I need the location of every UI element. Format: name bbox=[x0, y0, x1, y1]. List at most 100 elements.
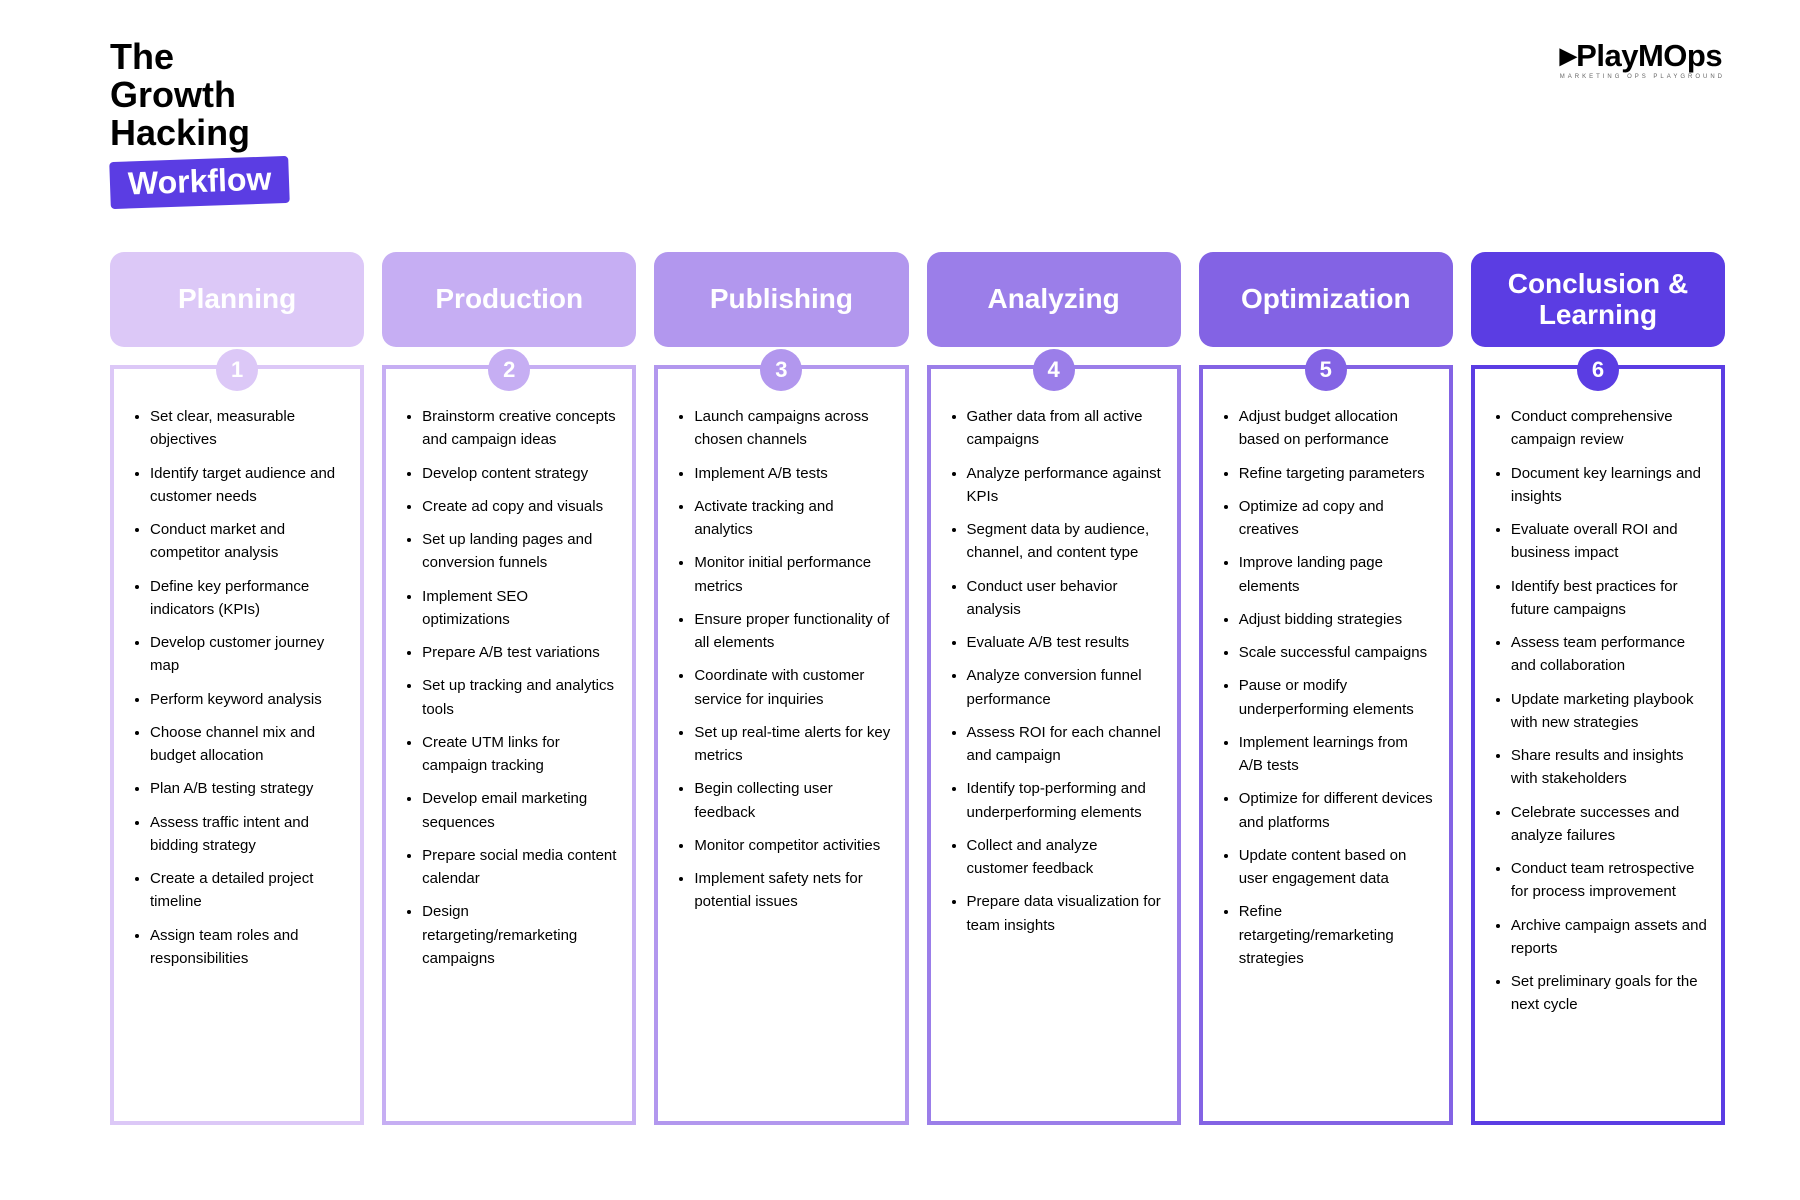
logo-text: PlayMOps bbox=[1576, 38, 1722, 73]
stage-card: Brainstorm creative concepts and campaig… bbox=[382, 369, 636, 1125]
stage-list-item: Assess traffic intent and bidding strate… bbox=[150, 811, 346, 858]
stage-list-item: Assess team performance and collaboratio… bbox=[1511, 631, 1707, 678]
stage-list-item: Update marketing playbook with new strat… bbox=[1511, 688, 1707, 735]
title-line-3: Hacking bbox=[110, 114, 289, 152]
workflow-columns: Planning1 Set clear, measurable objective… bbox=[110, 252, 1725, 1125]
stage-list-item: Plan A/B testing strategy bbox=[150, 777, 346, 800]
stage-list: Adjust budget allocation based on perfor… bbox=[1217, 405, 1435, 970]
stage-list-item: Develop email marketing sequences bbox=[422, 787, 618, 834]
stage-list-item: Celebrate successes and analyze failures bbox=[1511, 801, 1707, 848]
stage-list-item: Set up real-time alerts for key metrics bbox=[694, 721, 890, 768]
stage-list-item: Update content based on user engagement … bbox=[1239, 844, 1435, 891]
stage-list: Gather data from all active campaigns Ana… bbox=[945, 405, 1163, 937]
stage-list-item: Choose channel mix and budget allocation bbox=[150, 721, 346, 768]
logo-subtitle: MARKETING OPS PLAYGROUND bbox=[1560, 74, 1725, 80]
stage-list-item: Set clear, measurable objectives bbox=[150, 405, 346, 452]
stage-card: Conduct comprehensive campaign review Doc… bbox=[1471, 369, 1725, 1125]
stage-list-item: Document key learnings and insights bbox=[1511, 462, 1707, 509]
stage-card: Gather data from all active campaigns Ana… bbox=[927, 369, 1181, 1125]
stage-list-item: Prepare social media content calendar bbox=[422, 844, 618, 891]
stage-list-item: Improve landing page elements bbox=[1239, 551, 1435, 598]
stage-list-item: Brainstorm creative concepts and campaig… bbox=[422, 405, 618, 452]
stage-number-badge: 3 bbox=[760, 349, 802, 391]
workflow-column-1: Planning1 Set clear, measurable objective… bbox=[110, 252, 364, 1125]
stage-card: Set clear, measurable objectives Identify… bbox=[110, 369, 364, 1125]
stage-list-item: Implement A/B tests bbox=[694, 462, 890, 485]
brand-logo: ▶PlayMOps MARKETING OPS PLAYGROUND bbox=[1560, 38, 1725, 80]
stage-number-badge: 2 bbox=[488, 349, 530, 391]
play-icon: ▶ bbox=[1560, 43, 1576, 69]
page-title: The Growth Hacking Workflow bbox=[110, 38, 289, 206]
stage-list-item: Optimize for different devices and platf… bbox=[1239, 787, 1435, 834]
stage-list-item: Conduct market and competitor analysis bbox=[150, 518, 346, 565]
stage-list-item: Gather data from all active campaigns bbox=[967, 405, 1163, 452]
title-line-1: The bbox=[110, 38, 289, 76]
stage-tab: Production bbox=[382, 252, 636, 347]
stage-list-item: Archive campaign assets and reports bbox=[1511, 914, 1707, 961]
stage-list-item: Set preliminary goals for the next cycle bbox=[1511, 970, 1707, 1017]
stage-list-item: Analyze conversion funnel performance bbox=[967, 664, 1163, 711]
stage-list-item: Conduct comprehensive campaign review bbox=[1511, 405, 1707, 452]
stage-list-item: Assign team roles and responsibilities bbox=[150, 924, 346, 971]
stage-tab: Publishing bbox=[654, 252, 908, 347]
stage-list-item: Scale successful campaigns bbox=[1239, 641, 1435, 664]
workflow-column-4: Analyzing4 Gather data from all active ca… bbox=[927, 252, 1181, 1125]
stage-list-item: Develop customer journey map bbox=[150, 631, 346, 678]
stage-list-item: Refine retargeting/remarketing strategie… bbox=[1239, 900, 1435, 970]
stage-tab: Optimization bbox=[1199, 252, 1453, 347]
stage-list: Brainstorm creative concepts and campaig… bbox=[400, 405, 618, 970]
stage-list-item: Ensure proper functionality of all eleme… bbox=[694, 608, 890, 655]
stage-number-badge: 1 bbox=[216, 349, 258, 391]
stage-tab: Planning bbox=[110, 252, 364, 347]
stage-list: Set clear, measurable objectives Identify… bbox=[128, 405, 346, 970]
stage-list-item: Evaluate A/B test results bbox=[967, 631, 1163, 654]
stage-list-item: Begin collecting user feedback bbox=[694, 777, 890, 824]
stage-number-badge: 5 bbox=[1305, 349, 1347, 391]
stage-list-item: Identify target audience and customer ne… bbox=[150, 462, 346, 509]
stage-list-item: Share results and insights with stakehol… bbox=[1511, 744, 1707, 791]
stage-list-item: Monitor competitor activities bbox=[694, 834, 890, 857]
workflow-column-6: Conclusion & Learning6 Conduct comprehens… bbox=[1471, 252, 1725, 1125]
title-badge: Workflow bbox=[109, 156, 290, 209]
title-line-2: Growth bbox=[110, 76, 289, 114]
stage-list-item: Set up landing pages and conversion funn… bbox=[422, 528, 618, 575]
stage-list-item: Evaluate overall ROI and business impact bbox=[1511, 518, 1707, 565]
stage-list-item: Launch campaigns across chosen channels bbox=[694, 405, 890, 452]
stage-list-item: Perform keyword analysis bbox=[150, 688, 346, 711]
stage-number-badge: 4 bbox=[1033, 349, 1075, 391]
stage-list-item: Implement learnings from A/B tests bbox=[1239, 731, 1435, 778]
stage-list-item: Adjust bidding strategies bbox=[1239, 608, 1435, 631]
stage-list-item: Assess ROI for each channel and campaign bbox=[967, 721, 1163, 768]
stage-list-item: Implement safety nets for potential issu… bbox=[694, 867, 890, 914]
stage-list-item: Adjust budget allocation based on perfor… bbox=[1239, 405, 1435, 452]
stage-list-item: Prepare A/B test variations bbox=[422, 641, 618, 664]
stage-list-item: Set up tracking and analytics tools bbox=[422, 674, 618, 721]
stage-list-item: Conduct team retrospective for process i… bbox=[1511, 857, 1707, 904]
stage-list-item: Design retargeting/remarketing campaigns bbox=[422, 900, 618, 970]
stage-list-item: Segment data by audience, channel, and c… bbox=[967, 518, 1163, 565]
stage-list-item: Coordinate with customer service for inq… bbox=[694, 664, 890, 711]
stage-list-item: Optimize ad copy and creatives bbox=[1239, 495, 1435, 542]
stage-list-item: Implement SEO optimizations bbox=[422, 585, 618, 632]
stage-tab: Analyzing bbox=[927, 252, 1181, 347]
stage-list-item: Collect and analyze customer feedback bbox=[967, 834, 1163, 881]
stage-list-item: Create UTM links for campaign tracking bbox=[422, 731, 618, 778]
stage-list-item: Analyze performance against KPIs bbox=[967, 462, 1163, 509]
stage-list-item: Activate tracking and analytics bbox=[694, 495, 890, 542]
workflow-column-3: Publishing3 Launch campaigns across chose… bbox=[654, 252, 908, 1125]
stage-list: Conduct comprehensive campaign review Doc… bbox=[1489, 405, 1707, 1017]
stage-list-item: Monitor initial performance metrics bbox=[694, 551, 890, 598]
stage-list-item: Identify top-performing and underperform… bbox=[967, 777, 1163, 824]
stage-tab: Conclusion & Learning bbox=[1471, 252, 1725, 347]
stage-list-item: Prepare data visualization for team insi… bbox=[967, 890, 1163, 937]
stage-list-item: Create ad copy and visuals bbox=[422, 495, 618, 518]
stage-list: Launch campaigns across chosen channels I… bbox=[672, 405, 890, 914]
stage-list-item: Conduct user behavior analysis bbox=[967, 575, 1163, 622]
stage-number-badge: 6 bbox=[1577, 349, 1619, 391]
workflow-column-2: Production2 Brainstorm creative concepts … bbox=[382, 252, 636, 1125]
stage-list-item: Refine targeting parameters bbox=[1239, 462, 1435, 485]
stage-card: Launch campaigns across chosen channels I… bbox=[654, 369, 908, 1125]
workflow-column-5: Optimization5 Adjust budget allocation ba… bbox=[1199, 252, 1453, 1125]
stage-list-item: Develop content strategy bbox=[422, 462, 618, 485]
stage-list-item: Define key performance indicators (KPIs) bbox=[150, 575, 346, 622]
